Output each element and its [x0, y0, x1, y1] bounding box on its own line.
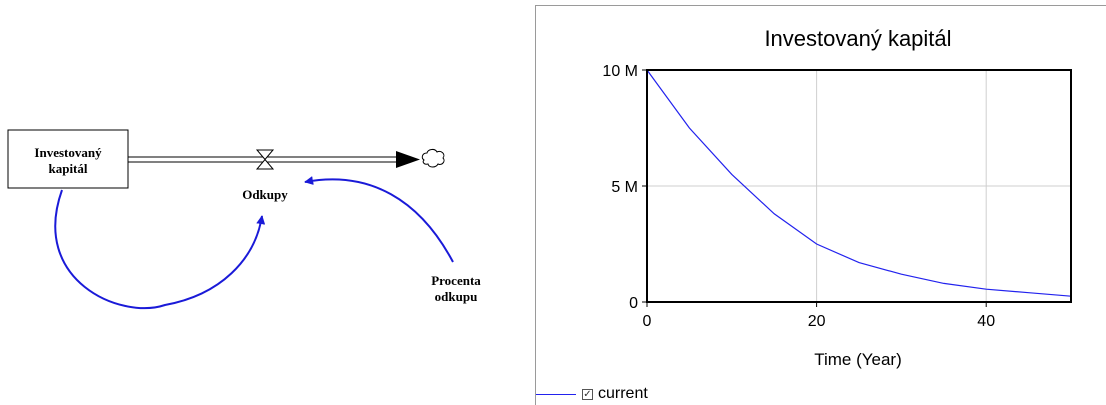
aux-label-line1[interactable]: Procenta	[431, 273, 481, 288]
flow-arrowhead	[396, 151, 420, 168]
cloud-sink-icon	[421, 149, 445, 168]
legend-checkbox[interactable]: ✓	[582, 388, 593, 400]
legend-label-current: current	[598, 385, 648, 402]
link-stock-to-flow[interactable]	[54, 189, 266, 310]
x-tick-label: 40	[977, 313, 995, 330]
chart-legend: ✓ current	[536, 383, 648, 405]
y-tick-label: 10 M	[602, 63, 638, 80]
x-tick-label: 0	[643, 313, 652, 330]
chart-grid	[647, 70, 1071, 302]
flow-pipe	[128, 151, 420, 168]
aux-label-line2[interactable]: odkupu	[435, 289, 478, 304]
x-tick-label: 20	[808, 313, 826, 330]
chart-title: Investovaný kapitál	[764, 26, 951, 51]
y-tick-label: 0	[629, 295, 638, 312]
chart-series-layer	[646, 69, 1072, 297]
valve-icon[interactable]	[255, 149, 275, 170]
series-line-current	[646, 69, 1072, 297]
chart-panel: Investovaný kapitál 0 20 40 0 5 M 10 M Time (…	[535, 5, 1106, 405]
stock-flow-diagram: Investovaný kapitál Odkupy Procenta odku…	[7, 129, 481, 310]
chart-ticks: 0 20 40 0 5 M 10 M	[602, 63, 995, 330]
stock-label-line1: Investovaný	[34, 145, 102, 160]
flow-label-odkupy[interactable]: Odkupy	[242, 187, 288, 202]
stock-investovany-kapital[interactable]: Investovaný kapitál	[7, 129, 129, 189]
stock-label-line2: kapitál	[48, 161, 87, 176]
y-tick-label: 5 M	[611, 179, 638, 196]
legend-swatch-current	[536, 393, 576, 395]
link-procenta-to-flow[interactable]	[304, 176, 454, 263]
x-axis-label: Time (Year)	[814, 350, 902, 369]
line-chart: Investovaný kapitál 0 20 40 0 5 M 10 M Time (…	[602, 26, 1072, 369]
